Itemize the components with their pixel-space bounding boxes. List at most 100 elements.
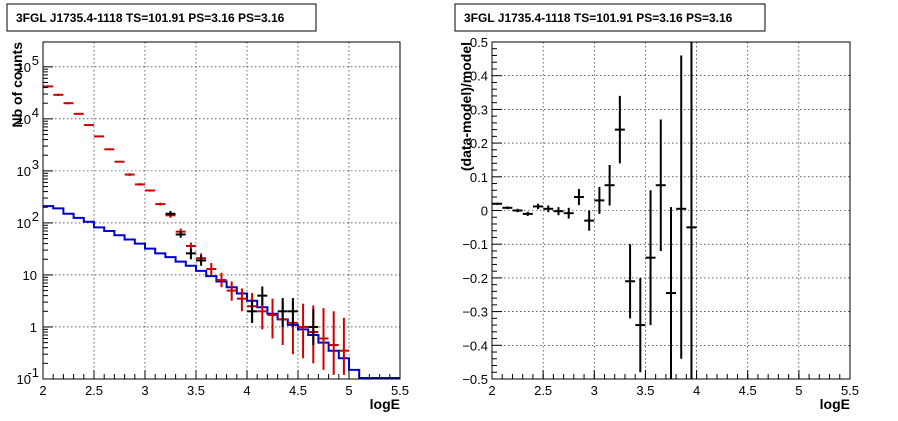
counts-y-tick-exponent: 2 (32, 209, 39, 224)
residual-point (502, 206, 513, 210)
residual-ticks: 2 2.5 3 3.5 4 4.5 5 5.5 −0.5 −0.4 −0.3 −0.2 −0.1 0 0.1… (462, 35, 859, 398)
residual-y-tick-label: 0.2 (470, 136, 488, 151)
residual-point (614, 95, 625, 164)
model-point (338, 317, 349, 375)
counts-title-box (6, 3, 317, 32)
model-point (328, 311, 339, 375)
data-point (277, 298, 288, 327)
residual-x-tick-label: 3 (591, 383, 598, 398)
model-point (145, 189, 156, 192)
residual-point (635, 277, 646, 373)
residual-x-tick-label: 2.5 (534, 383, 552, 398)
counts-x-tick-label: 4 (243, 383, 250, 398)
residual-y-tick-label: 0 (481, 204, 488, 219)
counts-x-tick-label: 5.5 (391, 383, 409, 398)
counts-y-axis-label: Nb of counts (9, 42, 25, 128)
counts-series (43, 85, 400, 379)
model-point (206, 262, 217, 275)
counts-panel: 3FGL J1735.4-1118 TS=101.91 PS=3.16 PS=3… (6, 3, 410, 412)
model-point (94, 135, 105, 138)
counts-y-tick-exponent: 4 (32, 105, 39, 120)
model-point (226, 281, 237, 301)
residual-y-tick-label: 0.5 (470, 35, 488, 50)
counts-x-tick-label: 2 (39, 383, 46, 398)
residual-point (686, 42, 697, 379)
residual-point (666, 207, 676, 379)
counts-x-tick-label: 3.5 (187, 383, 205, 398)
residual-title: 3FGL J1735.4-1118 TS=101.91 PS=3.16 PS=3… (464, 11, 733, 25)
residual-x-tick-label: 5 (795, 383, 802, 398)
residual-x-axis-label: logE (820, 396, 850, 412)
residual-point (533, 203, 544, 210)
counts-y-tick-exponent: 3 (32, 157, 39, 172)
residual-point (645, 190, 656, 326)
model-point (114, 160, 125, 163)
data-point (196, 255, 207, 266)
counts-plot-frame (42, 41, 401, 380)
residual-y-tick-label: −0.3 (462, 305, 488, 320)
model-point (155, 202, 166, 206)
data-point (175, 230, 186, 238)
model-point (43, 85, 54, 88)
residual-y-tick-label: −0.4 (462, 338, 488, 353)
residual-series (492, 42, 697, 379)
counts-x-tick-label: 4.5 (289, 383, 307, 398)
counts-title: 3FGL J1735.4-1118 TS=101.91 PS=3.16 PS=3… (16, 11, 285, 25)
model-point (134, 183, 145, 186)
residual-panel: 3FGL J1735.4-1118 TS=101.91 PS=3.16 PS=3… (454, 3, 859, 412)
counts-x-tick-label: 3 (141, 383, 148, 398)
residual-y-tick-label: 0.3 (470, 102, 488, 117)
model-point (53, 93, 64, 96)
model-point (298, 303, 309, 359)
residual-point (655, 119, 666, 251)
data-point (165, 210, 176, 217)
model-point (267, 298, 278, 339)
counts-y-tick-exponent: -1 (27, 365, 39, 380)
residual-point (553, 207, 564, 216)
residual-x-tick-label: 4 (693, 383, 700, 398)
residual-point (543, 205, 554, 213)
counts-x-tick-label: 5 (345, 383, 352, 398)
residual-y-tick-label: −0.1 (462, 237, 488, 252)
model-point (83, 124, 94, 127)
residual-x-tick-label: 4.5 (739, 383, 757, 398)
model-step-line (43, 205, 400, 379)
residual-point (604, 165, 615, 206)
model-point (124, 173, 135, 176)
residual-x-tick-label: 2 (488, 383, 495, 398)
counts-x-axis-label: logE (370, 396, 400, 412)
model-point (318, 308, 329, 370)
model-point (104, 148, 115, 151)
residual-point (676, 55, 687, 359)
model-point (63, 102, 74, 105)
residual-point (584, 210, 595, 231)
residual-point (522, 211, 533, 216)
counts-y-tick-label: 10 (23, 268, 37, 283)
counts-y-tick-label: 10 (17, 164, 31, 179)
counts-y-tick-label: 10 (17, 372, 31, 387)
data-point (247, 300, 258, 323)
residual-y-axis-label: (data-model)/model (458, 42, 474, 171)
residual-y-tick-label: −0.5 (462, 372, 488, 387)
model-point (236, 288, 247, 312)
residual-point (512, 208, 523, 213)
data-point (257, 286, 268, 306)
counts-y-tick-label: 10 (17, 216, 31, 231)
data-point (185, 248, 196, 260)
residual-point (563, 207, 574, 219)
residual-y-tick-label: 0.1 (470, 170, 488, 185)
data-point (308, 309, 319, 346)
residual-y-tick-label: −0.2 (462, 271, 488, 286)
residual-y-tick-label: 0.4 (470, 69, 488, 84)
data-point (287, 298, 298, 327)
residual-point (625, 244, 636, 319)
counts-y-tick-label: 10 (17, 112, 31, 127)
residual-point (594, 186, 605, 214)
residual-grid (492, 42, 850, 379)
residual-x-tick-label: 5.5 (841, 383, 859, 398)
residual-title-box (454, 3, 766, 32)
model-point (73, 112, 84, 115)
counts-y-tick-label: 1 (30, 320, 37, 335)
